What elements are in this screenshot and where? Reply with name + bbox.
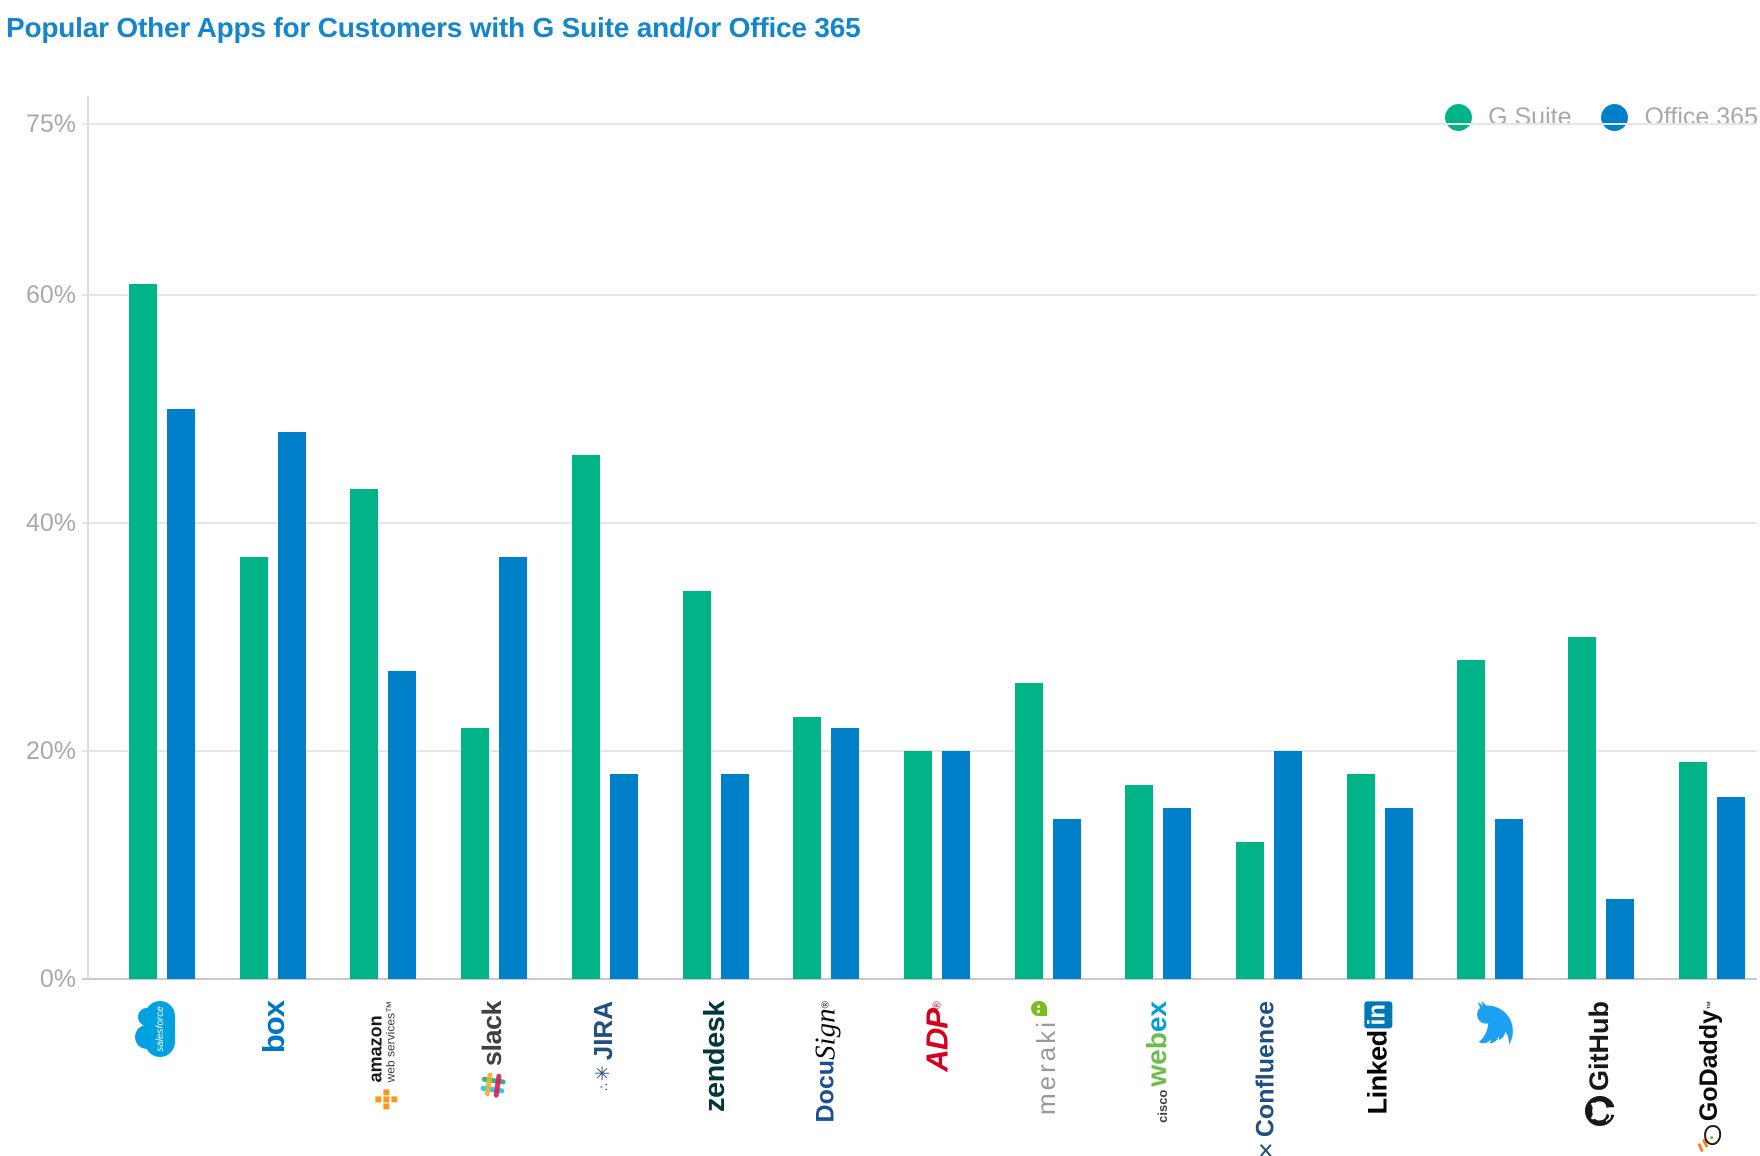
legend-swatch-gsuite-icon: [1445, 104, 1473, 131]
logo-github: GitHub: [1584, 1001, 1615, 1126]
logo-aws: amazon web services™: [365, 1001, 397, 1109]
bar-g-suite-linkedin: [1346, 773, 1375, 979]
logo-webex: cisco webex: [1141, 1001, 1173, 1123]
bar-g-suite-godaddy: [1678, 762, 1707, 979]
legend: G Suite Office 365: [1445, 103, 1758, 132]
page-title: Popular Other Apps for Customers with G …: [6, 12, 861, 43]
bar-g-suite-twitter: [1457, 659, 1486, 979]
bar-g-suite-confluence: [1236, 842, 1264, 979]
bar-office-365-godaddy: [1716, 796, 1745, 979]
bar-g-suite-jira: [571, 454, 600, 979]
logo-jira: ∴ ✳ JIRA: [587, 1001, 618, 1091]
bar-g-suite-salesforce: [129, 283, 157, 979]
bar-office-365-confluence: [1274, 751, 1302, 979]
y-axis-label-60: 60%: [25, 281, 76, 309]
github-octocat-icon: [1584, 1095, 1614, 1126]
bar-office-365-meraki: [1052, 819, 1081, 979]
bar-office-365-amazon-web-services: [388, 671, 417, 979]
aws-cubes-icon: [375, 1087, 397, 1109]
bar-office-365-cisco-webex: [1163, 808, 1192, 979]
bar-g-suite-adp: [903, 751, 932, 979]
logo-meraki: meraki: [1030, 1001, 1062, 1115]
logo-confluence: ✕ Confluence: [1252, 1001, 1281, 1156]
bar-office-365-docusign: [831, 728, 860, 979]
logo-zendesk: zendesk: [698, 1001, 731, 1112]
bar-g-suite-github: [1568, 637, 1597, 979]
linkedin-in-badge-icon: in: [1363, 1001, 1393, 1029]
logo-slack: slack: [477, 1001, 508, 1099]
gridline-60: [82, 294, 1757, 296]
legend-label-office365: Office 365: [1644, 103, 1758, 131]
bar-g-suite-slack: [461, 728, 490, 979]
y-axis-label-20: 20%: [25, 737, 76, 765]
gridline-0: [82, 978, 1757, 980]
bar-g-suite-meraki: [1014, 682, 1043, 979]
legend-swatch-office365-icon: [1601, 104, 1629, 131]
bar-office-365-adp: [941, 751, 970, 979]
bar-office-365-github: [1606, 899, 1635, 979]
bar-g-suite-zendesk: [682, 591, 711, 979]
bar-g-suite-amazon-web-services: [350, 488, 379, 979]
y-axis-label-75: 75%: [25, 110, 76, 138]
twitter-bird-icon: [1477, 1001, 1514, 1045]
bar-office-365-linkedin: [1384, 808, 1413, 979]
salesforce-cloud-icon: salesforce: [145, 1001, 175, 1057]
gridline-75: [82, 123, 1757, 125]
logo-adp: ADP ®: [919, 1001, 955, 1072]
bar-office-365-box: [277, 431, 306, 979]
godaddy-guy-icon: [1696, 1125, 1721, 1153]
y-axis-label-0: 0%: [39, 965, 76, 993]
bar-g-suite-docusign: [793, 716, 822, 979]
logo-salesforce: salesforce: [145, 1001, 175, 1057]
bar-g-suite-box: [239, 557, 268, 979]
logo-linkedin: Linked in: [1363, 1001, 1394, 1114]
bar-office-365-twitter: [1495, 819, 1524, 979]
legend-label-gsuite: G Suite: [1488, 103, 1572, 131]
gridline-40: [82, 522, 1757, 524]
slack-hash-icon: [479, 1072, 506, 1099]
legend-item-gsuite[interactable]: G Suite: [1445, 103, 1571, 132]
logo-twitter: [1473, 1001, 1517, 1045]
bar-office-365-salesforce: [167, 409, 195, 979]
logo-docusign: Docu Sign ®: [809, 1001, 842, 1123]
bar-g-suite-cisco-webex: [1125, 785, 1154, 979]
bar-office-365-jira: [609, 773, 638, 979]
y-axis-line: [87, 96, 89, 979]
bar-office-365-zendesk: [720, 773, 749, 979]
bar-office-365-slack: [499, 557, 528, 979]
confluence-x-icon: ✕: [1254, 1141, 1278, 1156]
legend-item-office365[interactable]: Office 365: [1601, 103, 1758, 132]
meraki-bubble-icon: [1030, 1001, 1047, 1016]
logo-godaddy: GoDaddy ™: [1695, 1001, 1724, 1153]
y-axis-label-40: 40%: [25, 509, 76, 537]
logo-box: box: [255, 1001, 291, 1054]
